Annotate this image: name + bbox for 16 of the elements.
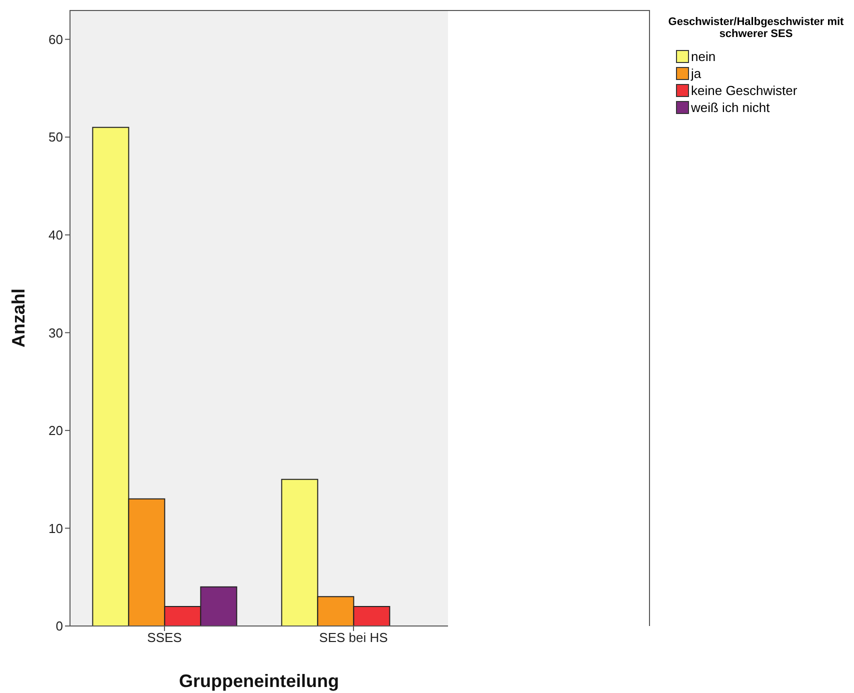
legend-label: keine Geschwister <box>691 83 798 98</box>
x-tick-label: SES bei HS <box>319 630 388 646</box>
x-tick-label: SSES <box>147 630 182 646</box>
legend-label: nein <box>691 49 716 64</box>
x-axis-title: Gruppeneinteilung <box>179 671 339 691</box>
legend-title: Geschwister/Halbgeschwister mit schwerer SES <box>667 16 845 40</box>
y-tick-label: 50 <box>48 130 63 145</box>
legend-label: ja <box>691 66 702 81</box>
y-tick-label: 30 <box>48 325 63 340</box>
y-tick-label: 40 <box>48 228 63 243</box>
y-axis-title: Anzahl <box>8 288 28 348</box>
legend-label: weiß ich nicht <box>691 100 770 115</box>
y-tick-label: 0 <box>56 618 63 634</box>
y-tick-label: 60 <box>48 32 63 47</box>
y-tick-label: 10 <box>48 520 63 536</box>
y-tick-label: 20 <box>48 423 63 438</box>
